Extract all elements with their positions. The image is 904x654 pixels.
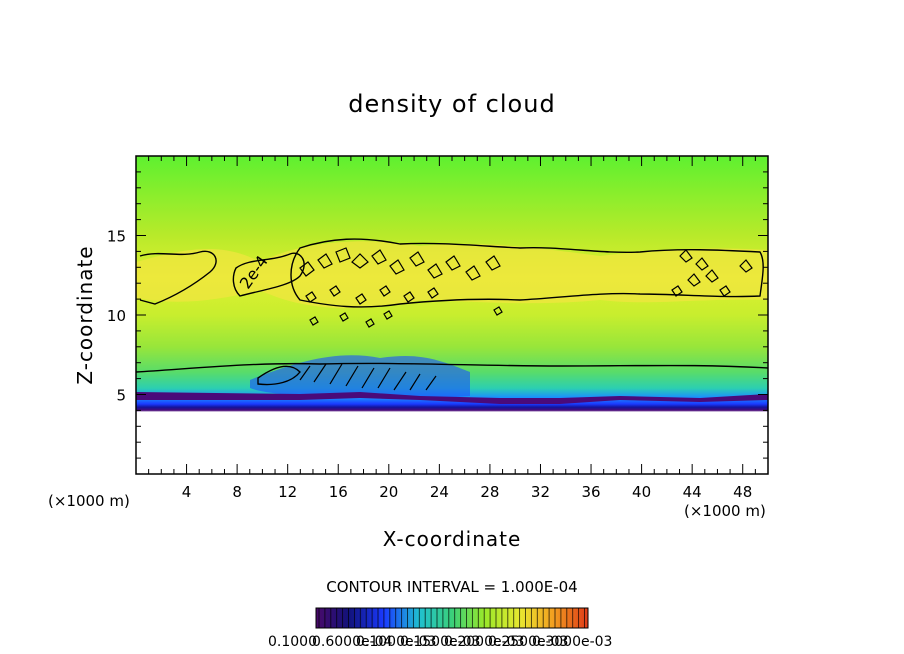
contour-cell: [305, 285, 503, 328]
colorbar-stripes: [318, 608, 585, 628]
x-tick-label: 32: [531, 483, 550, 501]
contour-cells: [299, 247, 753, 391]
y-tick-label: 10: [107, 307, 126, 325]
colorbar-labels: 0.10000.6000e-040.1000e-030.1500e-030.20…: [268, 634, 612, 650]
x-tick-label: 44: [683, 483, 702, 501]
x-tick-label: 24: [430, 483, 449, 501]
y-axis-title: Z-coordinate: [73, 245, 97, 384]
y-axis-unit: (×1000 m): [48, 492, 130, 510]
x-tick-label: 20: [379, 483, 398, 501]
contour-cell: [299, 247, 501, 281]
contour-line: [136, 362, 768, 373]
y-tick-label: 5: [116, 387, 126, 405]
turbulence-zone: [250, 355, 470, 399]
colorbar-label: 0.1500e-03: [400, 634, 480, 650]
contour-line: [139, 250, 217, 305]
contour-interval: CONTOUR INTERVAL = 1.000E-04: [326, 578, 577, 596]
cloud-base-band: [136, 392, 768, 404]
x-tick-label: 48: [733, 483, 752, 501]
y-tick-label: 15: [107, 228, 126, 246]
colorbar-label: 0.6000e-04: [312, 634, 393, 650]
colorbar-label: 0.2500e-03: [488, 634, 568, 650]
contour-cell: [299, 363, 437, 391]
colorbar-label: 0.2000e-03: [444, 634, 524, 650]
contour-line: [257, 365, 301, 386]
chart-title: density of cloud: [348, 90, 555, 118]
x-tick-label: 12: [278, 483, 297, 501]
x-axis-unit: (×1000 m): [684, 502, 766, 520]
x-tick-label: 40: [632, 483, 651, 501]
colorbar-label: 0.1000e-03: [356, 634, 436, 650]
colorbar-label: 0.1000: [268, 634, 317, 650]
contour-cell: [671, 249, 753, 297]
colorbar-label: 0.3000e-03: [532, 634, 612, 650]
colorbar-gradient: [316, 608, 588, 628]
x-tick-label: 8: [232, 483, 242, 501]
heatmap-field: [136, 156, 768, 474]
x-axis-title: X-coordinate: [383, 527, 522, 551]
colorbar-frame: [315, 607, 589, 629]
contour-line: [290, 238, 764, 308]
x-tick-label: 36: [581, 483, 600, 501]
contour-lines: [136, 238, 768, 386]
density-background: [136, 156, 768, 474]
x-tick-label: 16: [329, 483, 348, 501]
colorbar: 0.10000.6000e-040.1000e-030.1500e-030.20…: [268, 607, 612, 650]
contour-line: [232, 252, 305, 297]
x-tick-label: 28: [480, 483, 499, 501]
x-tick-label: 4: [182, 483, 192, 501]
